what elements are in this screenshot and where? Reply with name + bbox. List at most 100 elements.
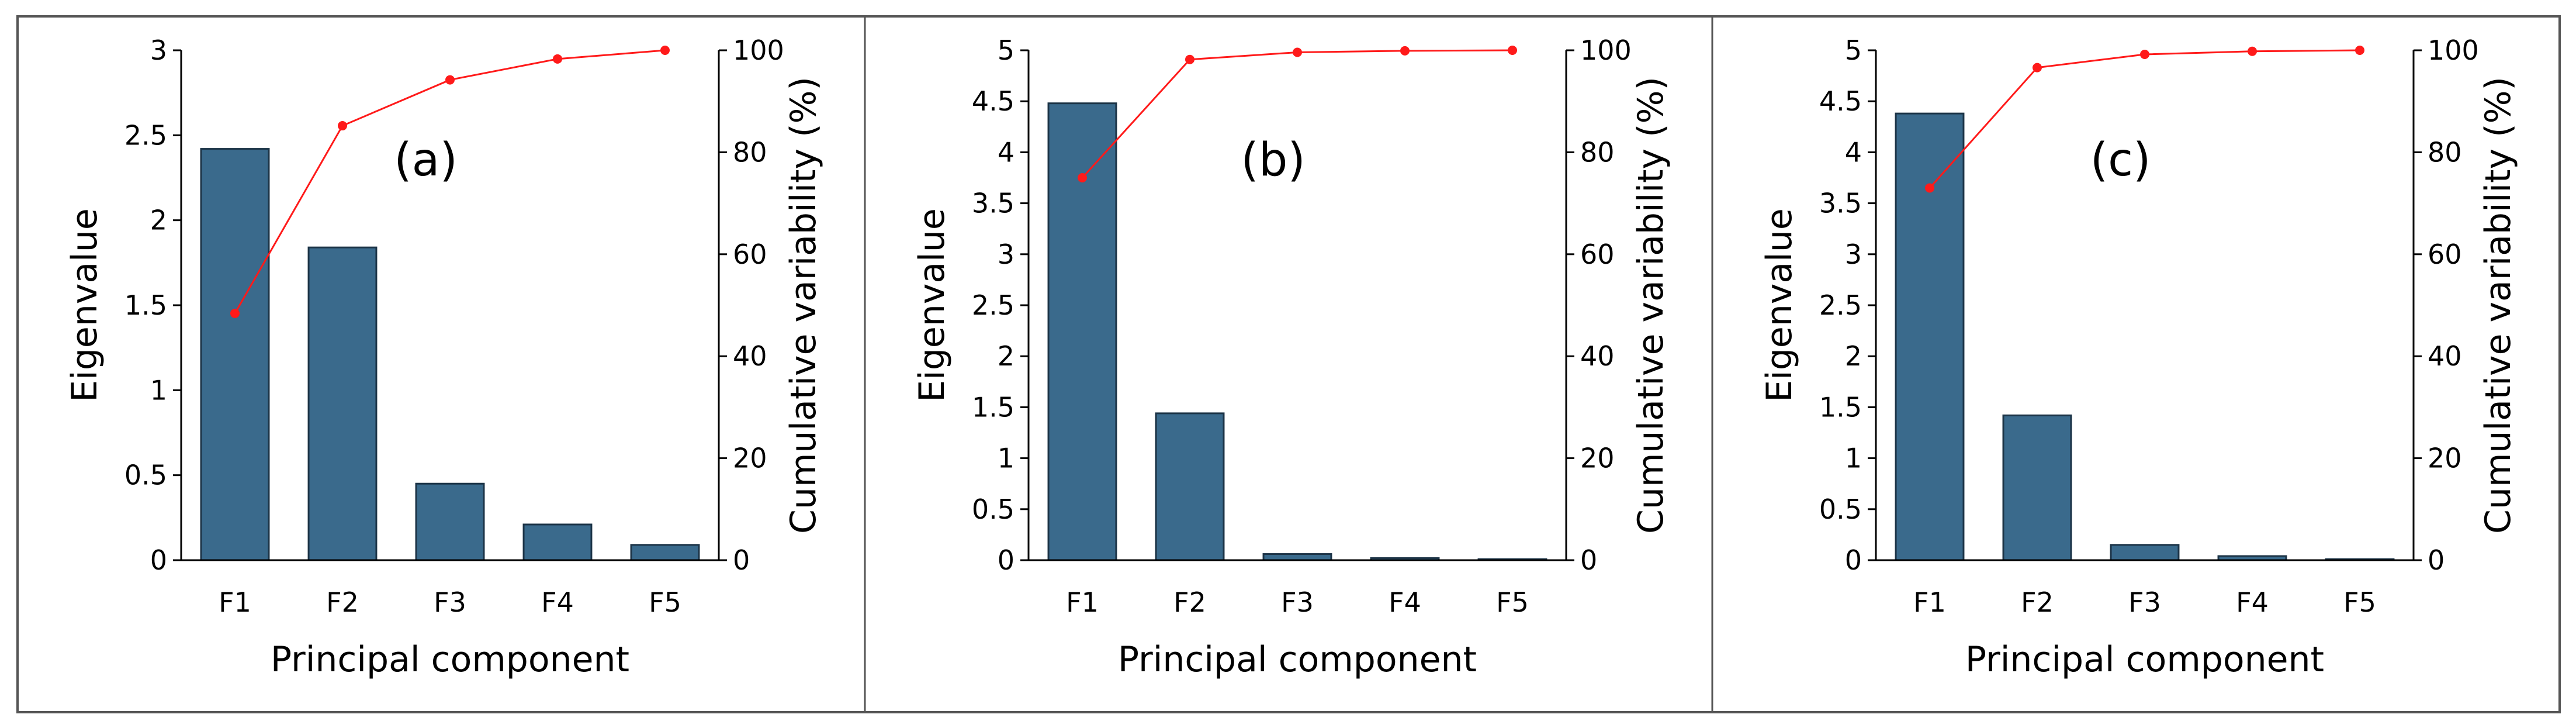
left-tick-label: 4.5	[972, 85, 1015, 117]
left-tick-label: 1.5	[972, 391, 1015, 423]
left-tick-label: 3.5	[1819, 188, 1862, 219]
x-tick-label: F5	[1496, 586, 1529, 618]
left-tick-label: 5	[1845, 34, 1862, 66]
left-tick-label: 4	[998, 136, 1015, 168]
right-tick-label: 60	[2428, 239, 2462, 270]
bar-f5	[630, 544, 700, 561]
x-tick-label: F1	[219, 586, 251, 618]
bar-f1	[1047, 102, 1117, 561]
right-tick-label: 20	[2428, 443, 2462, 474]
cumulative-point-f5	[2355, 46, 2364, 55]
left-tick-label: 3.5	[972, 188, 1015, 219]
left-tick-label: 5	[998, 34, 1015, 66]
panel-2: 0 0.5 1 1.5 2 2.5 3 3.5 4 4.5 5 0 20 40 60 80 100 F1 F2 F3 F…	[912, 34, 1671, 680]
cumulative-point-f5	[1508, 46, 1517, 55]
right-tick-label: 40	[2428, 340, 2462, 372]
right-tick-label: 100	[1580, 34, 1632, 66]
cumulative-point-f4	[1400, 46, 1410, 56]
panel-3: 0 0.5 1 1.5 2 2.5 3 3.5 4 4.5 5 0 20 40 60 80 100 F1 F2 F3 F…	[1759, 34, 2519, 680]
x-axis-title: Principal component	[1118, 639, 1477, 680]
left-tick-label: 0	[998, 544, 1015, 576]
left-tick-label: 0	[1845, 544, 1862, 576]
left-tick-label: 2.5	[972, 289, 1015, 321]
cumulative-point-f2	[2033, 63, 2042, 73]
left-tick-label: 0	[150, 544, 167, 576]
x-tick-label: F3	[434, 586, 466, 618]
cumulative-point-f4	[553, 54, 562, 64]
outer-frame	[16, 15, 2561, 713]
cumulative-point-f2	[1185, 54, 1194, 64]
panel-label: (c)	[2090, 134, 2151, 187]
bar-f3	[1262, 553, 1332, 561]
right-tick-label: 0	[1580, 544, 1597, 576]
left-tick-label: 0.5	[124, 460, 167, 491]
right-tick-label: 80	[1580, 136, 1615, 168]
right-tick-label: 0	[2428, 544, 2445, 576]
right-tick-label: 100	[733, 34, 784, 66]
cumulative-point-f3	[2140, 49, 2149, 59]
right-tick-label: 80	[2428, 136, 2462, 168]
x-tick-label: F3	[1281, 586, 1314, 618]
left-tick-label: 4	[1845, 136, 1862, 168]
right-tick-label: 20	[733, 443, 767, 474]
left-tick-label: 2	[1845, 340, 1862, 372]
bar-f1	[1895, 112, 1965, 561]
right-tick-label: 100	[2428, 34, 2479, 66]
panel-1: 0 0.5 1 1.5 2 2.5 3 0 20 40 60 80 100 F1 F2 F3 F4 F5 Princ…	[64, 34, 824, 680]
y-axis-title: Eigenvalue	[912, 208, 953, 402]
x-axis-title: Principal component	[271, 639, 629, 680]
bar-f3	[2110, 544, 2180, 561]
left-tick-label: 2.5	[124, 119, 167, 151]
left-tick-label: 3	[998, 239, 1015, 270]
x-tick-label: F4	[541, 586, 574, 618]
cumulative-point-f4	[2248, 46, 2257, 56]
panel-label: (b)	[1241, 134, 1305, 187]
cumulative-point-f1	[1078, 173, 1087, 182]
left-tick-label: 3	[1845, 239, 1862, 270]
left-tick-label: 2	[998, 340, 1015, 372]
panel-label: (a)	[394, 134, 458, 187]
x-tick-label: F4	[2236, 586, 2269, 618]
right-tick-label: 60	[733, 239, 767, 270]
left-tick-label: 0.5	[1819, 494, 1862, 525]
x-tick-label: F2	[2021, 586, 2054, 618]
bar-f2	[307, 246, 378, 561]
x-tick-label: F4	[1389, 586, 1421, 618]
y2-axis-title: Cumulative variability (%)	[1630, 77, 1671, 534]
left-tick-label: 3	[150, 34, 167, 66]
cumulative-point-f1	[1925, 183, 1934, 193]
left-tick-label: 1	[1845, 443, 1862, 474]
y-axis-title: Eigenvalue	[64, 208, 105, 402]
y2-axis-title: Cumulative variability (%)	[783, 77, 824, 534]
left-tick-label: 1.5	[1819, 391, 1862, 423]
right-tick-label: 20	[1580, 443, 1615, 474]
x-tick-label: F5	[649, 586, 681, 618]
bar-f3	[415, 482, 485, 561]
x-tick-label: F1	[1066, 586, 1099, 618]
bar-f4	[522, 523, 593, 561]
x-tick-label: F2	[326, 586, 359, 618]
cumulative-point-f1	[230, 308, 240, 318]
left-tick-label: 1.5	[124, 289, 167, 321]
x-tick-label: F2	[1173, 586, 1206, 618]
cumulative-point-f3	[445, 75, 455, 85]
cumulative-point-f5	[660, 46, 670, 55]
left-tick-label: 2.5	[1819, 289, 1862, 321]
right-tick-label: 0	[733, 544, 750, 576]
bar-f1	[200, 148, 270, 561]
left-tick-label: 2	[150, 205, 167, 236]
y-axis-title: Eigenvalue	[1759, 208, 1800, 402]
x-tick-label: F1	[1913, 586, 1946, 618]
bar-f2	[1155, 412, 1225, 561]
right-tick-label: 40	[1580, 340, 1615, 372]
x-tick-label: F5	[2343, 586, 2376, 618]
left-tick-label: 1	[150, 374, 167, 406]
left-tick-label: 0.5	[972, 494, 1015, 525]
right-tick-label: 40	[733, 340, 767, 372]
left-tick-label: 4.5	[1819, 85, 1862, 117]
bar-f2	[2002, 414, 2072, 561]
y2-axis-title: Cumulative variability (%)	[2478, 77, 2519, 534]
left-tick-label: 1	[998, 443, 1015, 474]
